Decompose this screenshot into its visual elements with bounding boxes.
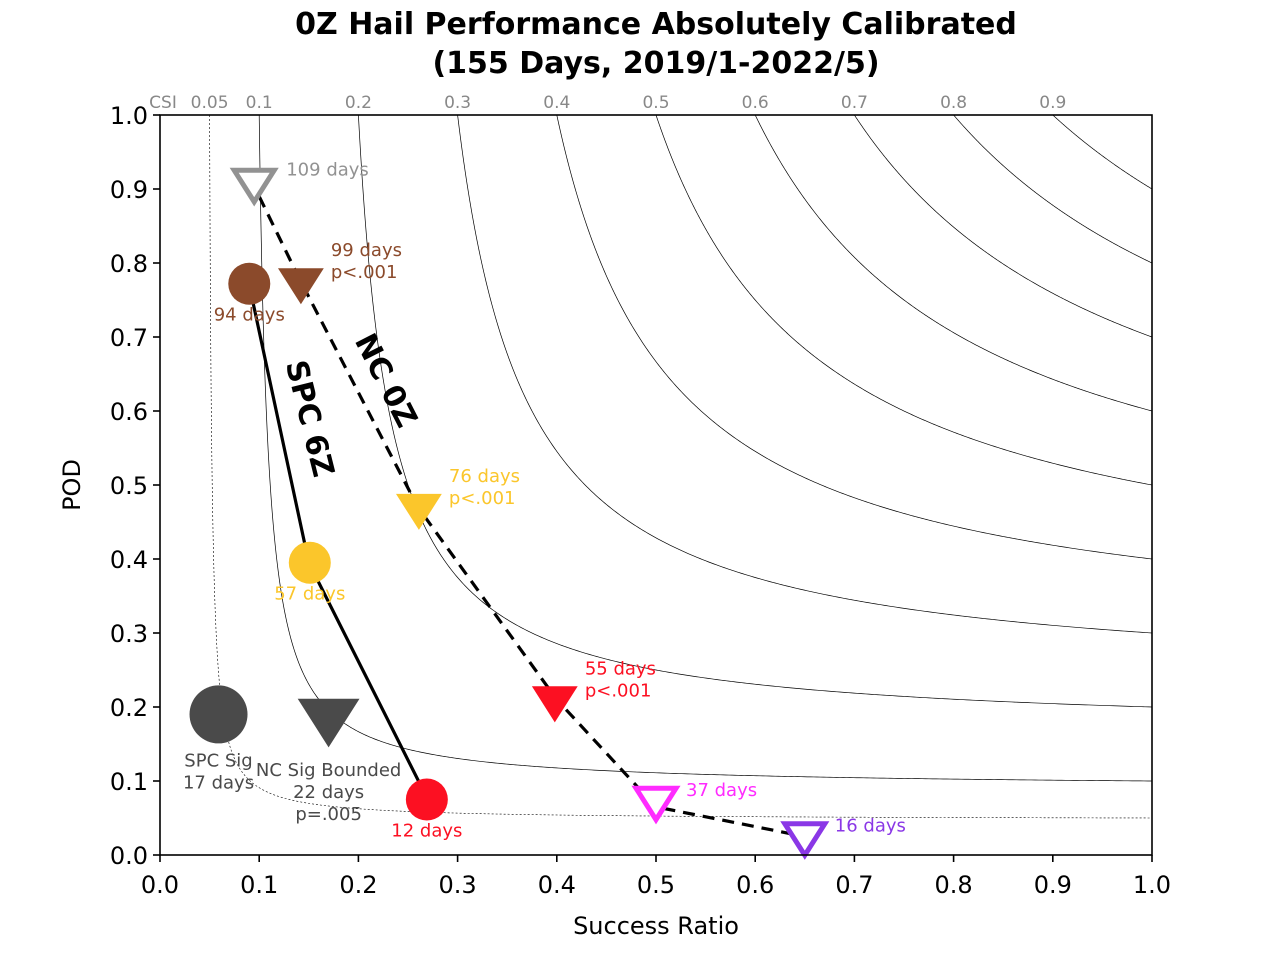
csi-contour-0.5 <box>655 114 1153 486</box>
x-tick-label: 0.4 <box>538 871 576 899</box>
marker-spc-12-days <box>405 778 448 821</box>
x-tick-label: 0.7 <box>835 871 873 899</box>
csi-contour-0.1 <box>258 114 1153 782</box>
y-tick-label: 0.4 <box>110 546 148 574</box>
x-tick-label: 0.9 <box>1034 871 1072 899</box>
csi-contour-0.4 <box>556 114 1153 560</box>
marker-spc-57-days <box>288 541 331 584</box>
chart-title-line-1: 0Z Hail Performance Absolutely Calibrate… <box>295 7 1017 42</box>
annotation-nc-16-days-line-0: 16 days <box>835 816 906 837</box>
x-tick-label: 0.0 <box>141 871 179 899</box>
y-tick-label: 1.0 <box>110 102 148 130</box>
x-tick-label: 0.6 <box>736 871 774 899</box>
csi-contour-0.2 <box>358 114 1153 708</box>
csi-contour-0.05 <box>209 114 1153 819</box>
annotation-spc-12-days-line-0: 12 days <box>391 821 462 842</box>
annotation-nc-sig-bounded-nc-sig-bounded-line-0: NC Sig Bounded <box>256 760 401 781</box>
marker-nc-16-days <box>780 821 830 860</box>
x-tick-label: 0.1 <box>240 871 278 899</box>
marker-spc-sig-spc-sig <box>189 685 248 744</box>
annotation-spc-94-days-line-0: 94 days <box>214 305 285 326</box>
csi-tick-label: 0.4 <box>543 93 570 113</box>
annotation-nc-76-days-line-0: 76 days <box>449 466 520 487</box>
y-axis-ticks: 0.0 0.1 0.2 0.3 0.4 0.5 0.6 0.7 0.8 0.9 1.0 <box>110 102 160 870</box>
csi-tick-label: 0.9 <box>1039 93 1066 113</box>
y-axis-label: POD <box>58 459 86 511</box>
annotation-nc-99-days-line-1: p<.001 <box>331 262 398 283</box>
line-label-nc-0z: NC 0Z <box>347 328 424 433</box>
csi-contour-0.9 <box>1052 114 1153 190</box>
csi-tick-label: 0.1 <box>246 93 273 113</box>
marker-nc-37-days <box>631 785 681 825</box>
x-axis-label: Success Ratio <box>573 912 739 940</box>
plot-frame <box>159 114 1153 856</box>
x-axis-ticks: 0.0 0.1 0.2 0.3 0.4 0.5 0.6 0.7 0.8 0.9 1.0 <box>141 855 1171 899</box>
marker-nc-99-days <box>277 268 324 305</box>
csi-tick-label: 0.05 <box>191 93 229 113</box>
csi-tick-label: 0.6 <box>742 93 769 113</box>
csi-contour-0.8 <box>953 114 1153 264</box>
annotation-nc-37-days-line-0: 37 days <box>686 780 757 801</box>
annotation-nc-sig-bounded-nc-sig-bounded-line-1: 22 days <box>293 782 364 803</box>
annotation-nc-109-days-line-0: 109 days <box>286 159 369 180</box>
x-tick-label: 0.2 <box>339 871 377 899</box>
annotation-spc-sig-spc-sig-line-0: SPC Sig <box>184 750 252 771</box>
marker-spc-94-days <box>228 262 271 305</box>
annotation-nc-55-days-line-1: p<.001 <box>585 680 652 701</box>
marker-nc-109-days <box>229 167 279 207</box>
annotation-nc-76-days-line-1: p<.001 <box>449 488 516 509</box>
csi-contours <box>209 114 1153 819</box>
y-tick-label: 0.2 <box>110 694 148 722</box>
marker-nc-55-days <box>531 686 578 723</box>
y-tick-label: 0.3 <box>110 620 148 648</box>
annotation-spc-57-days-line-0: 57 days <box>274 584 345 605</box>
annotation-nc-55-days-line-0: 55 days <box>585 658 656 679</box>
y-tick-label: 0.9 <box>110 176 148 204</box>
csi-tick-label: 0.7 <box>841 93 868 113</box>
x-tick-label: 0.8 <box>935 871 973 899</box>
y-tick-label: 0.7 <box>110 324 148 352</box>
y-tick-label: 0.6 <box>110 398 148 426</box>
annotation-nc-99-days-line-0: 99 days <box>331 240 402 261</box>
y-tick-label: 0.5 <box>110 472 148 500</box>
marker-nc-76-days <box>395 493 442 530</box>
csi-tick-label: 0.5 <box>642 93 669 113</box>
csi-tick-labels: 0.05 0.1 0.2 0.3 0.4 0.5 0.6 0.7 0.8 0.9 <box>191 93 1067 113</box>
x-tick-label: 1.0 <box>1133 871 1171 899</box>
y-tick-label: 0.0 <box>110 842 148 870</box>
y-tick-label: 0.8 <box>110 250 148 278</box>
annotation-nc-sig-bounded-nc-sig-bounded-line-2: p=.005 <box>295 804 362 825</box>
csi-tick-label: 0.8 <box>940 93 967 113</box>
annotation-spc-sig-spc-sig-line-1: 17 days <box>183 772 254 793</box>
y-tick-label: 0.1 <box>110 768 148 796</box>
csi-contour-0.3 <box>457 114 1153 634</box>
marker-nc-sig-bounded-nc-sig-bounded <box>297 698 360 748</box>
data-markers <box>189 167 830 860</box>
csi-contour-0.7 <box>854 114 1153 338</box>
csi-contour-0.6 <box>754 114 1153 412</box>
chart-title-line-2: (155 Days, 2019/1-2022/5) <box>432 46 879 81</box>
csi-tick-label: 0.3 <box>444 93 471 113</box>
series-line-nc-0z <box>257 195 806 839</box>
x-tick-label: 0.3 <box>439 871 477 899</box>
csi-tick-label: 0.2 <box>345 93 372 113</box>
x-tick-label: 0.5 <box>637 871 675 899</box>
csi-axis-label: CSI <box>149 93 177 113</box>
